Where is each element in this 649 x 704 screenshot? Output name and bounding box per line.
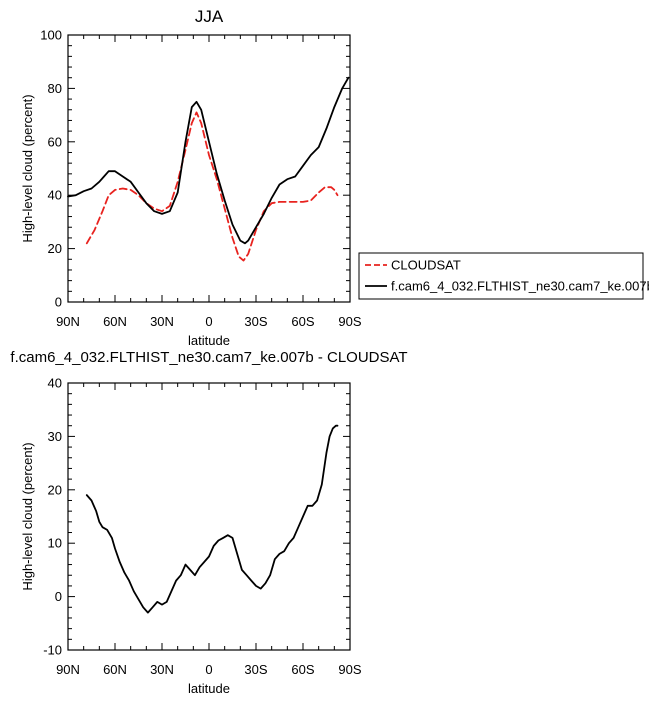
y-tick-label: 0 bbox=[55, 295, 62, 310]
plot-frame bbox=[67, 382, 351, 651]
x-tick-label: 0 bbox=[205, 314, 212, 329]
y-tick-label: 10 bbox=[48, 536, 62, 551]
x-tick-label: 0 bbox=[205, 662, 212, 677]
x-axis-label: latitude bbox=[188, 333, 230, 348]
y-tick-label: 40 bbox=[48, 188, 62, 203]
y-tick-label: 40 bbox=[48, 376, 62, 391]
x-tick-label: 60S bbox=[291, 662, 314, 677]
x-tick-label: 60S bbox=[291, 314, 314, 329]
x-tick-label: 30N bbox=[150, 314, 174, 329]
y-tick-label: 0 bbox=[55, 589, 62, 604]
panel-difference: f.cam6_4_032.FLTHIST_ne30.cam7_ke.007b -… bbox=[10, 349, 407, 696]
x-axis-label: latitude bbox=[188, 681, 230, 696]
y-tick-label: 30 bbox=[48, 429, 62, 444]
x-tick-label: 30S bbox=[244, 662, 267, 677]
y-tick-label: -10 bbox=[43, 643, 62, 658]
legend-entry: f.cam6_4_032.FLTHIST_ne30.cam7_ke.007b bbox=[391, 279, 649, 294]
y-tick-label: 80 bbox=[48, 81, 62, 96]
series-line-0 bbox=[85, 111, 339, 262]
panel-jja: JJA 90N 60N 30N 0 30S 60S 90S 0 20 40 60 80 100 latitu… bbox=[20, 7, 649, 348]
y-axis-label: High-level cloud (percent) bbox=[20, 442, 35, 590]
x-tick-label: 90S bbox=[338, 662, 361, 677]
chart-title: JJA bbox=[195, 7, 224, 26]
x-tick-label: 60N bbox=[103, 314, 127, 329]
y-tick-label: 20 bbox=[48, 241, 62, 256]
x-tick-label: 90N bbox=[56, 662, 80, 677]
series-line-0 bbox=[85, 424, 339, 614]
legend-box bbox=[358, 252, 644, 300]
y-tick-label: 60 bbox=[48, 134, 62, 149]
y-tick-label: 100 bbox=[40, 28, 62, 43]
x-tick-label: 90S bbox=[338, 314, 361, 329]
x-tick-label: 30S bbox=[244, 314, 267, 329]
x-tick-label: 30N bbox=[150, 662, 174, 677]
y-tick-label: 20 bbox=[48, 482, 62, 497]
chart-title: f.cam6_4_032.FLTHIST_ne30.cam7_ke.007b -… bbox=[10, 349, 407, 366]
x-tick-label: 90N bbox=[56, 314, 80, 329]
y-axis-label: High-level cloud (percent) bbox=[20, 94, 35, 242]
plot-frame bbox=[67, 34, 351, 303]
series-line-1 bbox=[67, 76, 350, 245]
x-tick-label: 60N bbox=[103, 662, 127, 677]
legend-entry: CLOUDSAT bbox=[391, 258, 461, 273]
